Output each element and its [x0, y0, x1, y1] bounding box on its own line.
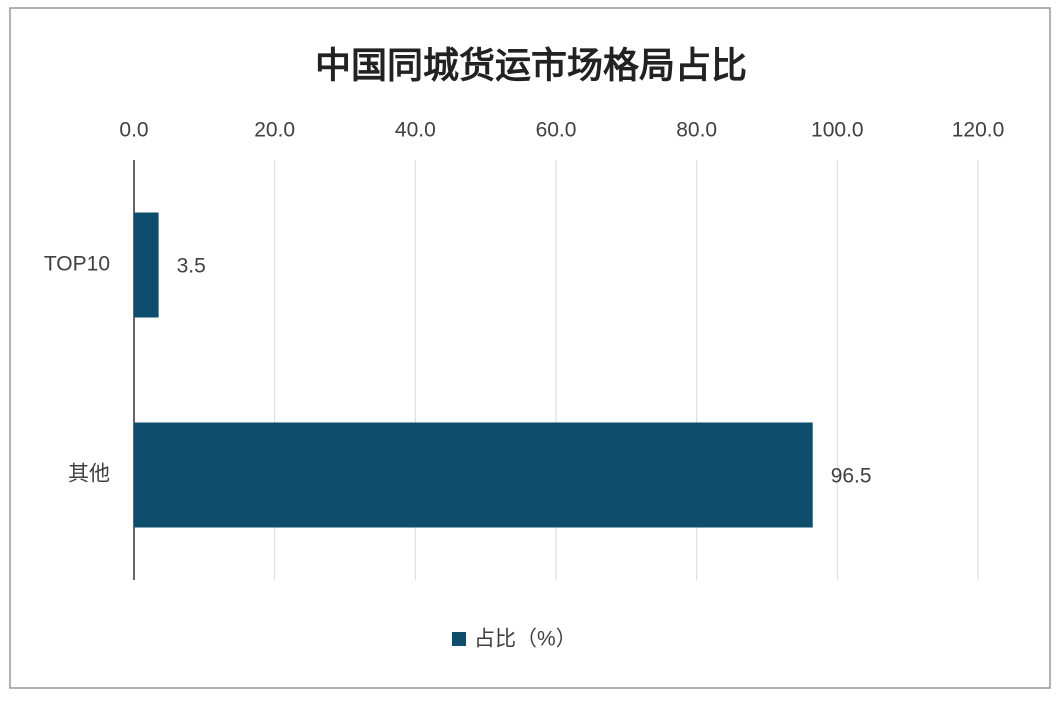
x-tick-label: 60.0 — [536, 119, 577, 142]
chart-title: 中国同城货运市场格局占比 — [315, 45, 747, 86]
y-tick-label: 其他 — [68, 463, 110, 486]
chart-border — [9, 7, 1051, 689]
x-tick-label: 120.0 — [952, 119, 1005, 142]
x-tick-label: 0.0 — [119, 119, 148, 142]
x-tick-label: 40.0 — [395, 119, 436, 142]
bar — [134, 212, 159, 318]
x-tick-label: 100.0 — [811, 119, 864, 142]
legend-label: 占比（%） — [474, 628, 577, 651]
legend-swatch — [452, 632, 466, 646]
data-label: 96.5 — [831, 465, 872, 488]
x-tick-label: 80.0 — [676, 119, 717, 142]
bar — [134, 422, 813, 528]
y-tick-label: TOP10 — [44, 253, 110, 276]
x-tick-label: 20.0 — [254, 119, 295, 142]
data-label: 3.5 — [177, 255, 206, 278]
